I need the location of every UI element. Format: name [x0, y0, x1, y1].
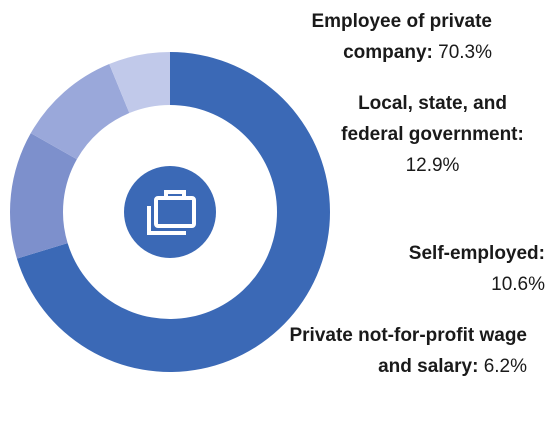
- donut-segment: [9, 133, 77, 259]
- label-value: 12.9%: [405, 155, 460, 176]
- label-name: Local, state, and federal government:: [341, 93, 524, 145]
- label-value: 70.3%: [438, 42, 492, 63]
- label: Self-employed: 10.6%: [355, 238, 545, 300]
- label-value: 6.2%: [483, 356, 527, 377]
- label-name: Private not-for-profit wage and salary:: [289, 325, 527, 377]
- briefcase-icon: [147, 190, 196, 235]
- donut-segment: [30, 63, 130, 160]
- label-name: Employee of private company:: [311, 11, 492, 63]
- donut-segment: [16, 52, 331, 372]
- center-icon-bg: [124, 166, 216, 258]
- label: Private not-for-profit wage and salary: …: [265, 320, 527, 382]
- arcs: [9, 52, 331, 372]
- label-name: Self-employed:: [408, 243, 545, 264]
- donut-segment: [109, 52, 170, 114]
- label-value: 10.6%: [491, 274, 545, 295]
- label: Local, state, and federal government: 12…: [335, 88, 530, 181]
- label: Employee of private company: 70.3%: [230, 6, 492, 68]
